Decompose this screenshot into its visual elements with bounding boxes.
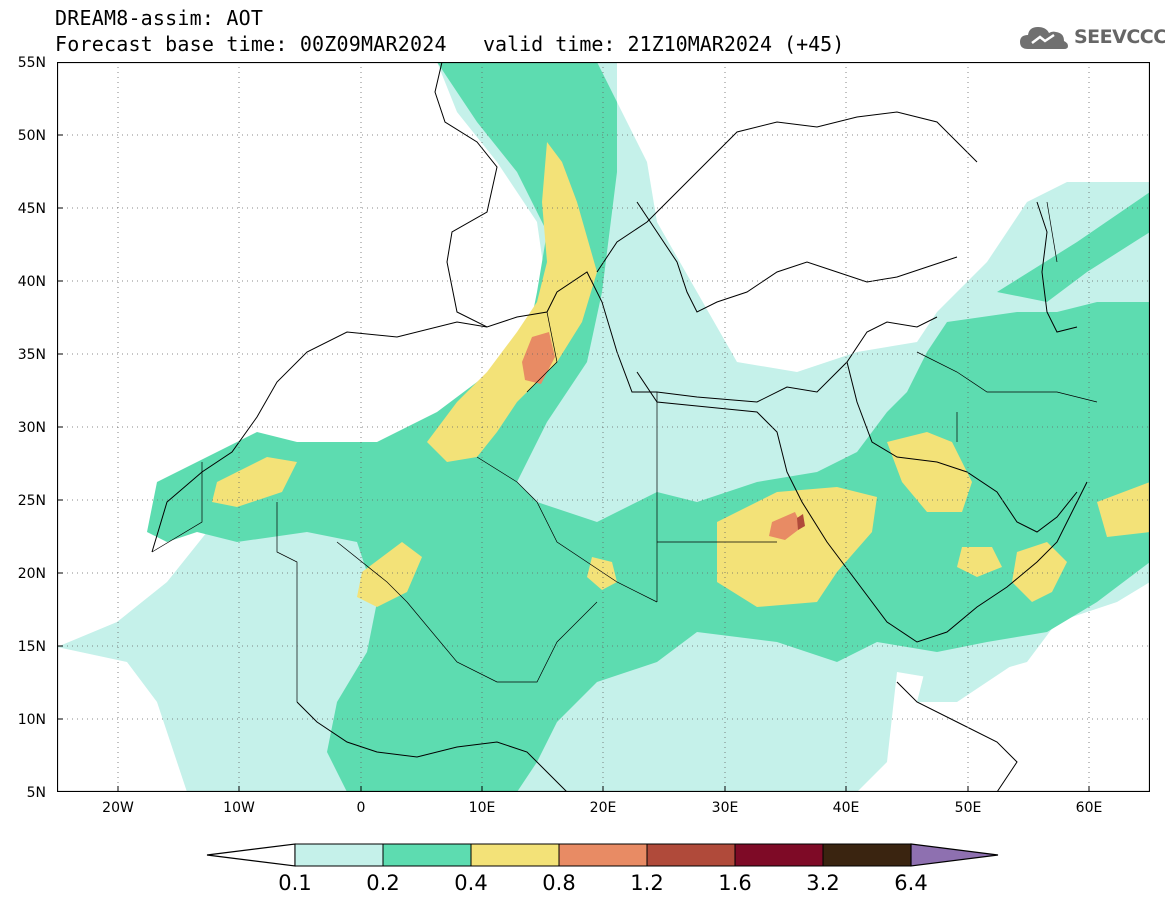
lat-label-25n: 25N [17,493,46,509]
aot-level-0-8 [522,332,802,540]
colorbar-label-1-6: 1.6 [718,871,752,895]
colorbar-swatch-0 [294,843,384,867]
lat-label-50n: 50N [17,128,46,144]
lon-label-60e: 60E [1075,800,1103,816]
colorbar-low-arrow [206,843,296,867]
axis-ticks [57,134,1090,792]
cloud-icon [1020,27,1068,49]
lat-label-5n: 5N [26,785,46,801]
colorbar-label-0-8: 0.8 [542,871,576,895]
map-title: DREAM8-assim: AOT [55,6,264,30]
lon-label-50e: 50E [954,800,982,816]
coastlines [151,62,1088,792]
aot-level-1-2 [797,514,805,530]
lon-label-0: 0 [356,800,366,816]
lat-label-45n: 45N [17,201,46,217]
lat-label-55n: 55N [17,55,46,71]
forecast-base-time: Forecast base time: 00Z09MAR2024 [55,32,447,56]
colorbar-label-0-1: 0.1 [278,871,312,895]
lon-label-10w: 10W [223,800,255,816]
colorbar-swatch-3 [558,843,648,867]
aot-map [57,62,1150,792]
valid-time: valid time: 21Z10MAR2024 (+45) [483,32,845,56]
colorbar-label-1-2: 1.2 [630,871,664,895]
colorbar-label-0-2: 0.2 [366,871,400,895]
lat-label-10n: 10N [17,712,46,728]
lon-label-20w: 20W [102,800,134,816]
lon-label-10e: 10E [468,800,496,816]
colorbar-label-0-4: 0.4 [454,871,488,895]
borders [151,201,1098,702]
aot-level-0-4 [212,142,1150,607]
lat-label-30n: 30N [17,420,46,436]
colorbar-swatch-5 [734,843,824,867]
lon-label-40e: 40E [832,800,860,816]
colorbar-label-6-4: 6.4 [894,871,928,895]
lat-label-15n: 15N [17,639,46,655]
colorbar-swatch-6 [822,843,912,867]
colorbar-high-arrow [910,843,999,867]
graticule [57,62,1150,792]
lon-label-20e: 20E [589,800,617,816]
colorbar-label-3-2: 3.2 [806,871,840,895]
colorbar [206,843,999,867]
seevccc-logo: SEEVCCC [1018,22,1165,52]
lat-label-20n: 20N [17,566,46,582]
colorbar-swatch-2 [470,843,560,867]
lat-label-35n: 35N [17,347,46,363]
colorbar-swatch-4 [646,843,736,867]
lon-label-30e: 30E [711,800,739,816]
aot-level-0-2 [147,62,1150,792]
colorbar-swatch-1 [382,843,472,867]
lat-label-40n: 40N [17,274,46,290]
logo-text: SEEVCCC [1074,26,1165,48]
